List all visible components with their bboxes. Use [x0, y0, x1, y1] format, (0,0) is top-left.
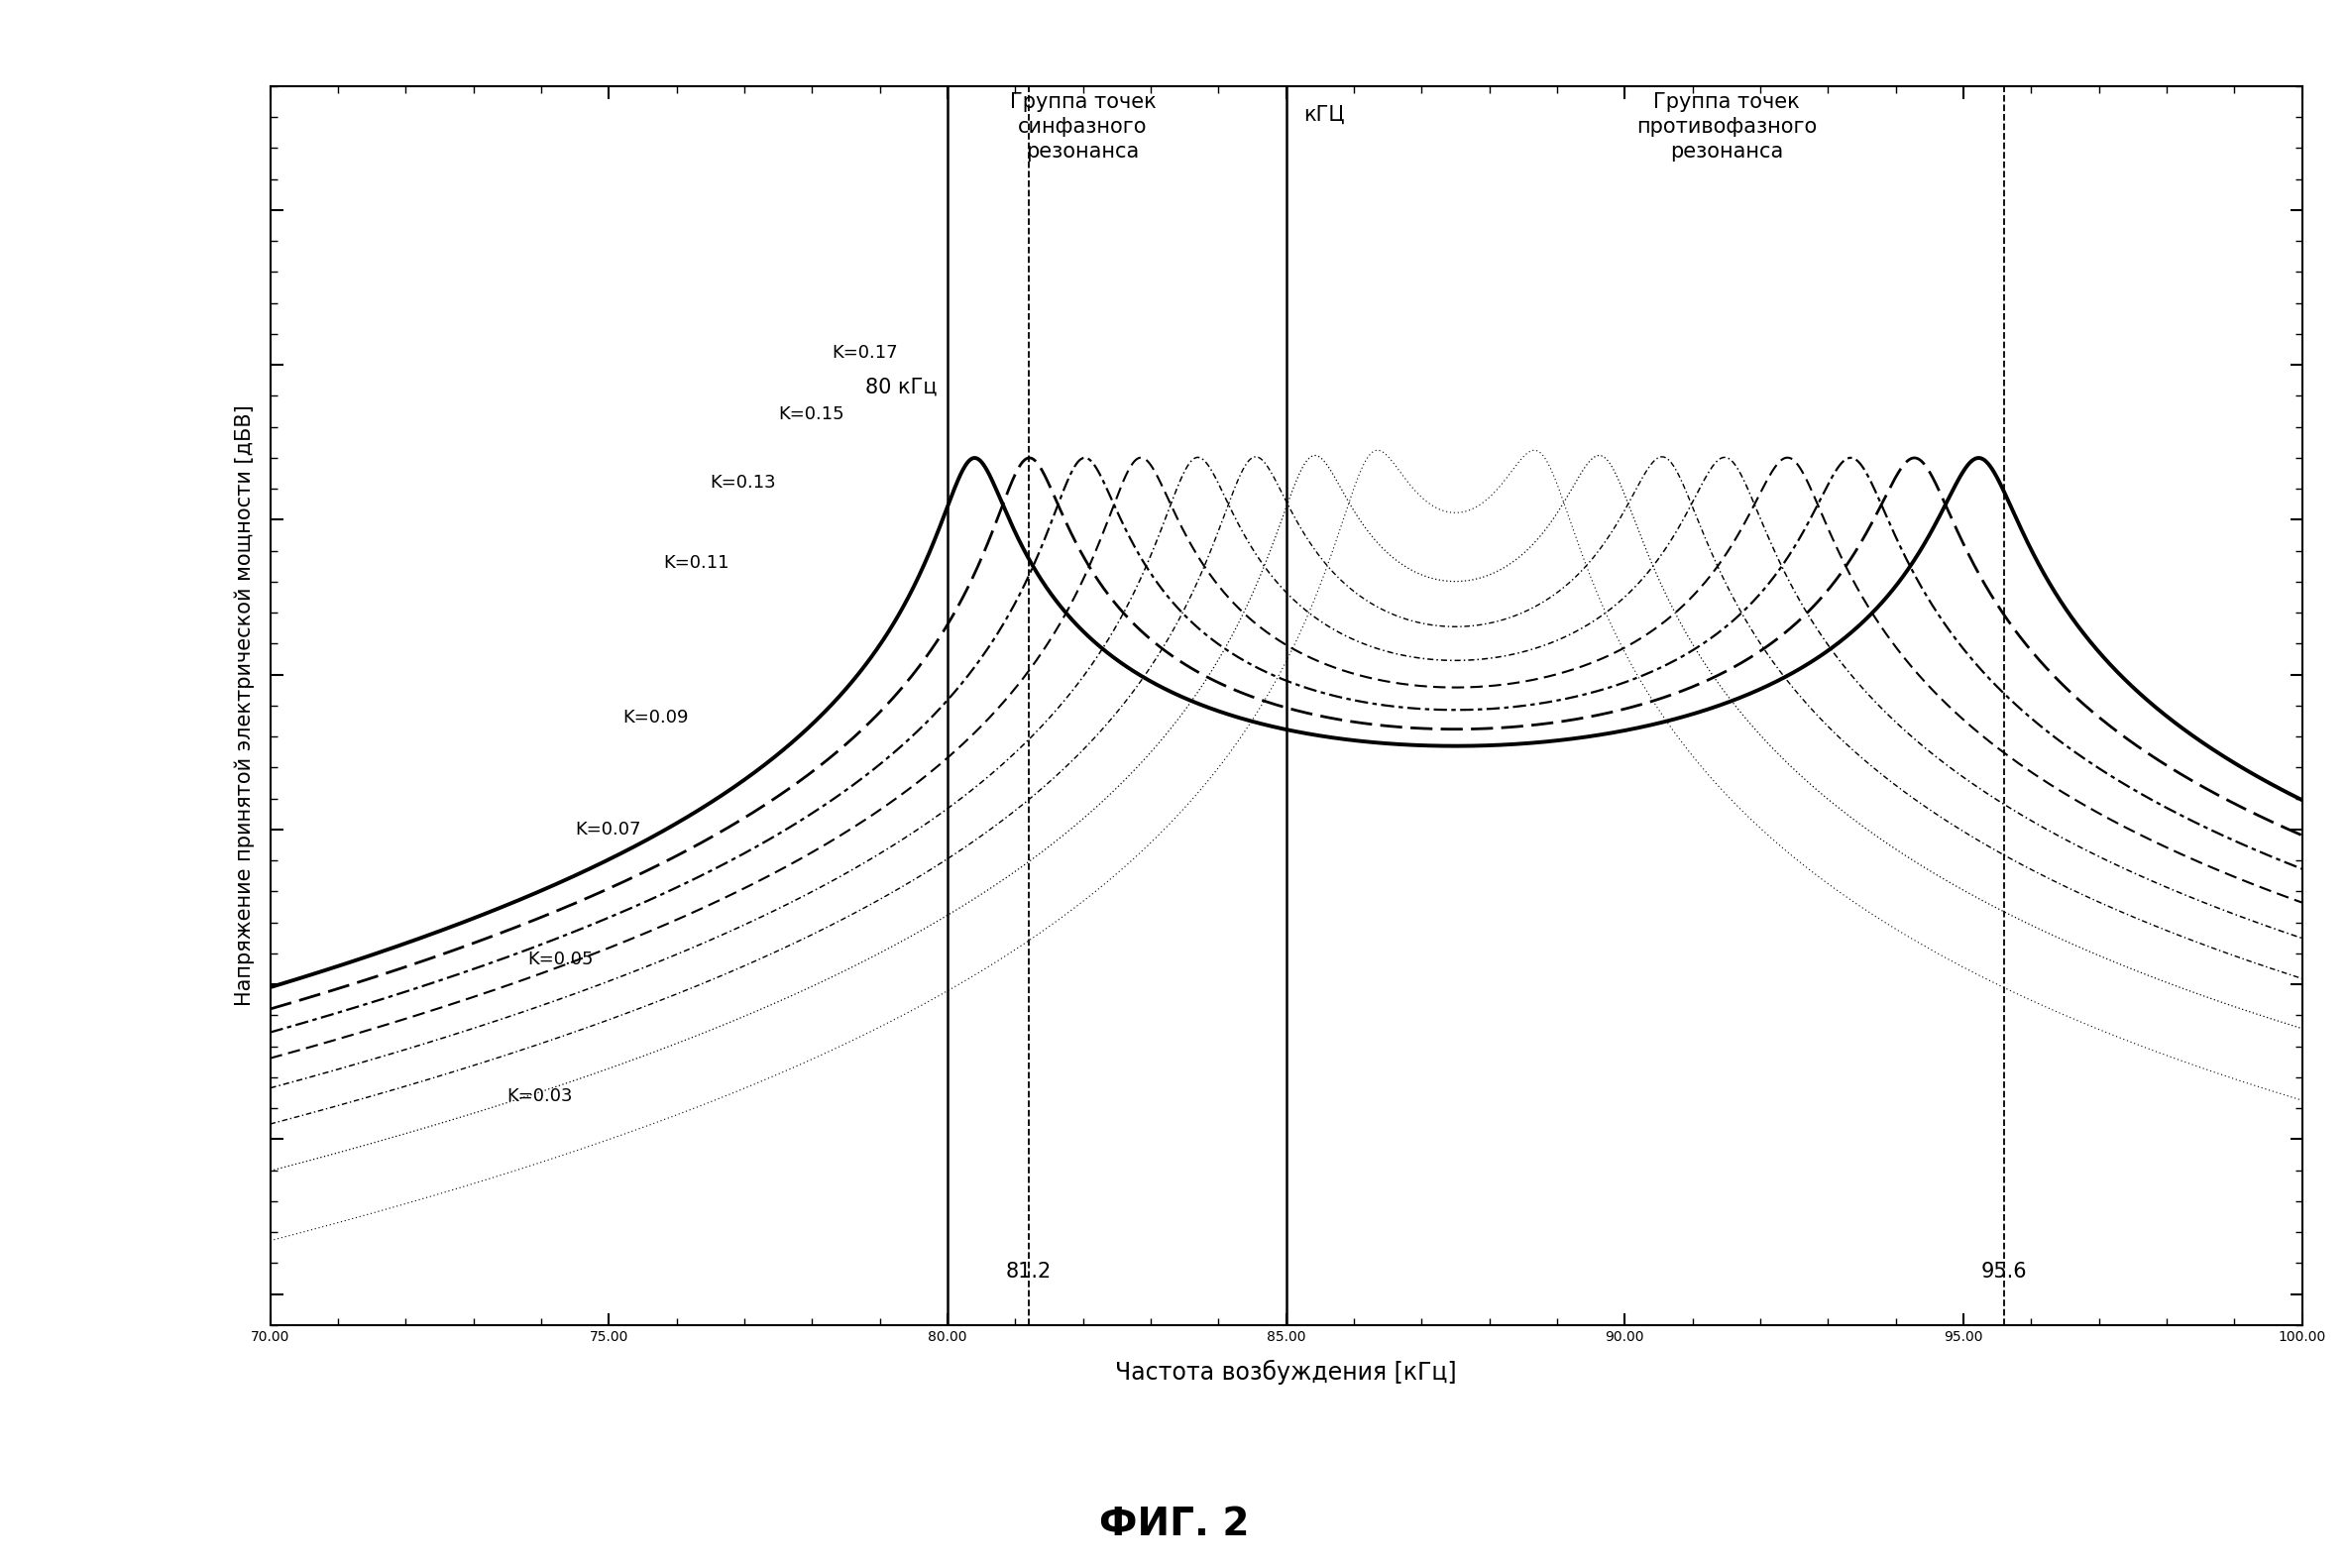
Text: K=0.13: K=0.13 — [709, 474, 778, 491]
Text: K=0.05: K=0.05 — [529, 950, 594, 969]
Text: 95.6: 95.6 — [1980, 1262, 2027, 1281]
Text: Группа точек
синфазного
резонанса: Группа точек синфазного резонанса — [1010, 93, 1156, 162]
Text: K=0.03: K=0.03 — [507, 1087, 573, 1105]
Text: K=0.11: K=0.11 — [662, 554, 728, 572]
Text: кГЦ: кГЦ — [1304, 105, 1344, 124]
Text: Группа точек
противофазного
резонанса: Группа точек противофазного резонанса — [1635, 93, 1816, 162]
Text: 80 кГц: 80 кГц — [864, 378, 937, 397]
Text: K=0.07: K=0.07 — [576, 820, 641, 839]
Text: K=0.09: K=0.09 — [622, 709, 688, 728]
Text: K=0.17: K=0.17 — [832, 343, 897, 362]
X-axis label: Частота возбуждения [кГц]: Частота возбуждения [кГц] — [1116, 1359, 1456, 1385]
Y-axis label: Напряжение принятой электрической мощности [дБВ]: Напряжение принятой электрической мощнос… — [235, 405, 254, 1007]
Text: K=0.15: K=0.15 — [778, 406, 843, 423]
Text: 81.2: 81.2 — [1005, 1262, 1052, 1281]
Text: ФИГ. 2: ФИГ. 2 — [1099, 1505, 1250, 1543]
